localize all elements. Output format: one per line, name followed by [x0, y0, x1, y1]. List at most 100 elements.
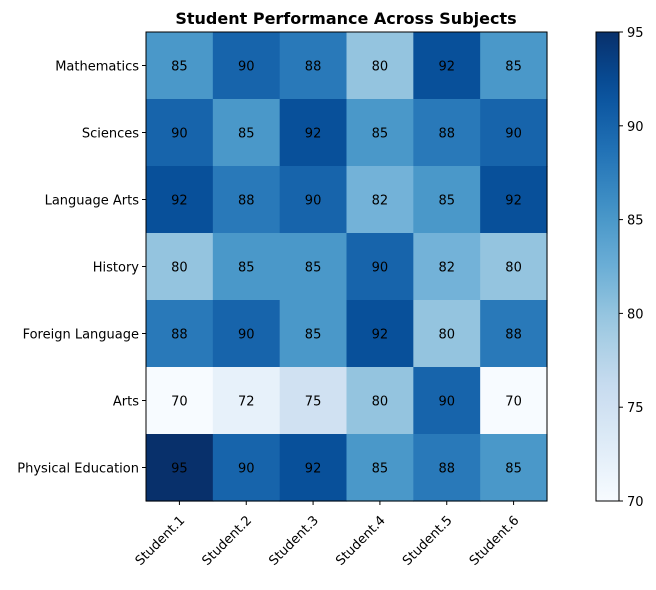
cell-value-label: 92	[171, 194, 188, 209]
heatmap-cell	[146, 300, 214, 368]
heatmap-cell	[346, 434, 414, 502]
heatmap-cell	[413, 99, 481, 167]
cell-value-label: 88	[438, 127, 455, 142]
heatmap-cell	[480, 233, 548, 301]
cell-value-label: 90	[238, 328, 255, 343]
cell-value-label: 85	[305, 328, 322, 343]
colorbar-tick-label: 80	[627, 307, 644, 322]
y-tick-label: Physical Education	[17, 462, 139, 477]
cell-value-label: 85	[238, 261, 255, 276]
x-tick-label: Student.2	[200, 513, 256, 569]
heatmap-cell	[413, 233, 481, 301]
colorbar-tick-label: 75	[627, 401, 644, 416]
cell-value-label: 80	[372, 395, 389, 410]
x-tick-label: Student.1	[133, 513, 189, 569]
heatmap-cell	[279, 32, 348, 100]
heatmap-cell	[279, 300, 348, 368]
cell-value-label: 90	[238, 60, 255, 75]
y-tick-label: Sciences	[82, 127, 139, 142]
cell-value-label: 92	[438, 60, 455, 75]
heatmap-cell	[279, 233, 348, 301]
colorbar-tick-label: 70	[627, 495, 644, 510]
heatmap-cell	[146, 233, 214, 301]
cell-value-label: 80	[438, 328, 455, 343]
cell-value-label: 88	[238, 194, 255, 209]
cell-value-label: 80	[505, 261, 522, 276]
heatmap-cell	[413, 166, 481, 234]
heatmap-cell	[146, 367, 214, 435]
cell-value-label: 88	[305, 60, 322, 75]
y-tick-label: History	[93, 261, 140, 276]
heatmap-cell	[346, 233, 414, 301]
cell-value-label: 70	[171, 395, 188, 410]
cell-value-label: 88	[438, 462, 455, 477]
heatmap-cell	[413, 434, 481, 502]
y-tick-label: Foreign Language	[23, 328, 139, 343]
cell-value-label: 85	[238, 127, 255, 142]
heatmap-cell	[480, 434, 548, 502]
colorbar-axis: 70 75 80 85 90 95	[619, 26, 644, 510]
cell-value-label: 92	[305, 127, 322, 142]
heatmap-cell-labels: 85 90 88 80 92 85 90 85 92 85 88 90 92 88 90 82 85 92 80 85…	[171, 60, 522, 477]
cell-value-label: 90	[505, 127, 522, 142]
heatmap-cell	[212, 367, 281, 435]
heatmap-cells	[146, 32, 548, 502]
heatmap-cell	[212, 99, 281, 167]
heatmap-cell	[480, 99, 548, 167]
cell-value-label: 80	[171, 261, 188, 276]
x-tick-label: Student.5	[400, 513, 456, 569]
heatmap-cell	[146, 32, 214, 100]
cell-value-label: 90	[171, 127, 188, 142]
y-tick-label: Language Arts	[45, 194, 140, 209]
cell-value-label: 92	[305, 462, 322, 477]
heatmap-cell	[413, 32, 481, 100]
heatmap-cell	[413, 367, 481, 435]
heatmap-cell	[480, 166, 548, 234]
cell-value-label: 75	[305, 395, 322, 410]
heatmap-cell	[279, 166, 348, 234]
cell-value-label: 80	[372, 60, 389, 75]
heatmap-cell	[346, 367, 414, 435]
heatmap-cell	[480, 32, 548, 100]
x-tick-label: Student.4	[333, 513, 389, 569]
cell-value-label: 92	[505, 194, 522, 209]
colorbar-tick-label: 85	[627, 214, 644, 229]
heatmap-cell	[212, 300, 281, 368]
cell-value-label: 72	[238, 395, 255, 410]
cell-value-label: 90	[305, 194, 322, 209]
heatmap-cell	[480, 367, 548, 435]
heatmap-cell	[346, 32, 414, 100]
heatmap-cell	[212, 166, 281, 234]
y-axis: Mathematics Sciences Language Arts History F…	[17, 60, 146, 477]
cell-value-label: 85	[171, 60, 188, 75]
heatmap-cell	[146, 99, 214, 167]
cell-value-label: 90	[438, 395, 455, 410]
heatmap-cell	[279, 99, 348, 167]
colorbar-tick-label: 95	[627, 26, 644, 41]
heatmap-cell	[212, 434, 281, 502]
colorbar	[595, 31, 620, 502]
cell-value-label: 85	[505, 60, 522, 75]
heatmap-cell	[146, 434, 214, 502]
colorbar-tick-label: 90	[627, 120, 644, 135]
cell-value-label: 85	[438, 194, 455, 209]
heatmap-cell	[212, 32, 281, 100]
heatmap-cell	[279, 434, 348, 502]
cell-value-label: 82	[438, 261, 455, 276]
cell-value-label: 90	[372, 261, 389, 276]
cell-value-label: 88	[171, 328, 188, 343]
heatmap-cell	[212, 233, 281, 301]
heatmap-cell	[279, 367, 348, 435]
heatmap-cell	[413, 300, 481, 368]
heatmap-cell	[346, 166, 414, 234]
cell-value-label: 95	[171, 462, 188, 477]
heatmap-cell	[146, 166, 214, 234]
cell-value-label: 90	[238, 462, 255, 477]
cell-value-label: 88	[505, 328, 522, 343]
cell-value-label: 85	[505, 462, 522, 477]
x-tick-label: Student.3	[266, 513, 322, 569]
x-axis: Student.1 Student.2 Student.3 Student.4 Stud…	[133, 501, 522, 569]
heatmap-cell	[346, 300, 414, 368]
cell-value-label: 70	[505, 395, 522, 410]
